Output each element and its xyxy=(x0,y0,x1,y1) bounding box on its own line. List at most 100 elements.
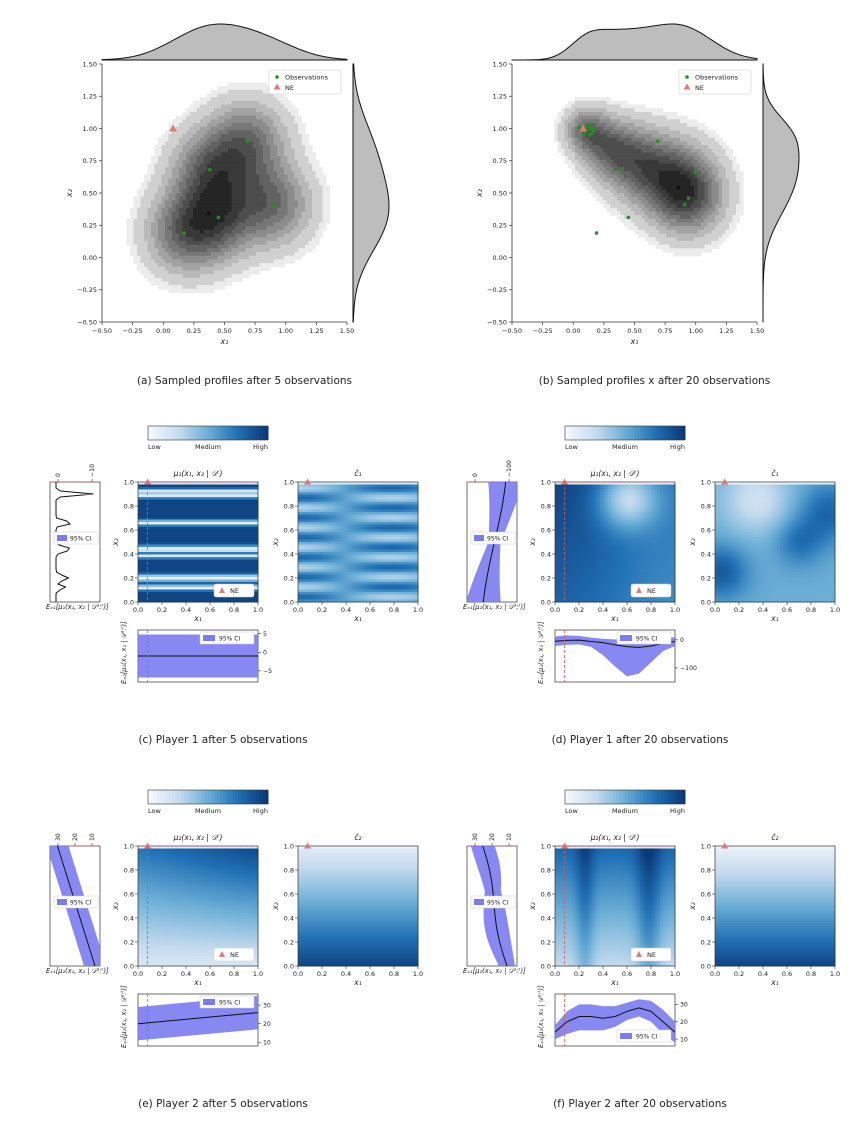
density-cell xyxy=(172,122,177,128)
density-cell xyxy=(242,137,247,142)
density-cell xyxy=(151,222,156,227)
density-cell xyxy=(659,226,664,231)
mean-heatmap-cell xyxy=(138,557,141,560)
panel-caption: (b) Sampled profiles x after 20 observat… xyxy=(539,375,771,387)
density-cell xyxy=(249,233,254,238)
density-cell xyxy=(599,115,604,120)
density-cell xyxy=(214,200,219,205)
density-cell xyxy=(638,115,643,120)
density-cell xyxy=(161,240,166,246)
density-cell xyxy=(568,163,573,168)
density-cell xyxy=(182,196,187,201)
density-cell xyxy=(242,181,247,187)
mean-heatmap-cell xyxy=(148,577,151,580)
density-cell xyxy=(196,255,201,260)
density-cell xyxy=(214,126,219,131)
density-cell xyxy=(659,174,664,179)
density-cell xyxy=(620,174,625,179)
y-tick-label: 1.50 xyxy=(493,60,507,68)
density-cell xyxy=(263,233,268,238)
density-cell xyxy=(172,248,177,253)
mean-heatmap-cell xyxy=(138,564,141,568)
density-cell xyxy=(687,137,692,142)
density-cell xyxy=(711,174,716,179)
density-cell xyxy=(680,134,685,139)
density-cell xyxy=(718,137,723,142)
density-cell xyxy=(736,185,741,190)
density-cell xyxy=(231,207,236,213)
density-cell xyxy=(154,193,159,198)
density-cell xyxy=(207,122,212,128)
density-cell xyxy=(228,97,233,102)
density-cell xyxy=(144,174,149,179)
density-cell xyxy=(631,196,636,201)
density-cell xyxy=(252,218,257,224)
density-cell xyxy=(249,240,254,246)
density-cell xyxy=(207,185,212,190)
density-cell xyxy=(680,200,685,205)
density-cell xyxy=(736,170,741,176)
density-cell xyxy=(165,152,170,157)
density-cell xyxy=(249,152,254,157)
density-cell xyxy=(606,178,611,183)
density-cell xyxy=(263,119,268,124)
density-cell xyxy=(627,196,632,201)
density-cell xyxy=(585,111,590,117)
density-cell xyxy=(294,244,299,249)
density-cell xyxy=(256,240,261,246)
density-cell xyxy=(214,137,219,142)
density-cell xyxy=(690,189,695,194)
mean-heatmap-cell xyxy=(150,567,154,570)
density-cell xyxy=(690,251,695,257)
density-cell xyxy=(147,255,152,260)
density-cell xyxy=(172,277,177,283)
density-cell xyxy=(638,229,643,235)
mean-heatmap-cell xyxy=(173,504,176,508)
x-tick-label: 0.75 xyxy=(658,327,672,335)
density-cell xyxy=(273,204,278,209)
mean-heatmap-cell xyxy=(170,554,174,558)
density-cell xyxy=(718,156,723,161)
density-cell xyxy=(196,115,201,120)
density-cell xyxy=(718,211,723,216)
density-cell xyxy=(165,141,170,146)
density-cell xyxy=(200,152,205,157)
density-cell xyxy=(245,115,250,120)
density-cell xyxy=(725,174,730,179)
density-cell xyxy=(291,137,296,142)
density-cell xyxy=(624,181,629,187)
density-cell xyxy=(659,244,664,249)
density-cell xyxy=(224,145,229,150)
mean-heatmap-cell xyxy=(138,584,141,588)
mean-heatmap-cell xyxy=(175,589,179,593)
density-cell xyxy=(322,181,327,187)
density-cell xyxy=(676,178,681,183)
density-cell xyxy=(228,126,233,131)
mean-heatmap-cell xyxy=(138,552,141,555)
density-cell xyxy=(182,119,187,124)
density-cell xyxy=(294,130,299,135)
density-cell xyxy=(189,156,194,161)
mean-heatmap-cell xyxy=(170,569,174,573)
density-cell xyxy=(308,248,313,253)
density-cell xyxy=(634,215,639,220)
density-cell xyxy=(228,237,233,242)
density-cell xyxy=(175,181,180,187)
density-cell xyxy=(217,167,222,172)
density-cell xyxy=(238,211,243,216)
mean-heatmap-cell xyxy=(153,507,156,510)
density-cell xyxy=(252,134,257,139)
density-cell xyxy=(189,152,194,157)
density-cell xyxy=(235,104,240,109)
density-cell xyxy=(144,218,149,224)
density-cell xyxy=(207,226,212,231)
density-cell xyxy=(701,167,706,172)
mean-heatmap-cell xyxy=(153,537,156,540)
density-cell xyxy=(680,251,685,257)
density-cell xyxy=(711,181,716,187)
density-cell xyxy=(172,233,177,238)
density-cell xyxy=(662,119,667,124)
density-cell xyxy=(284,259,289,264)
mean-heatmap-cell xyxy=(138,537,141,540)
mean-heatmap-cell xyxy=(143,502,146,505)
